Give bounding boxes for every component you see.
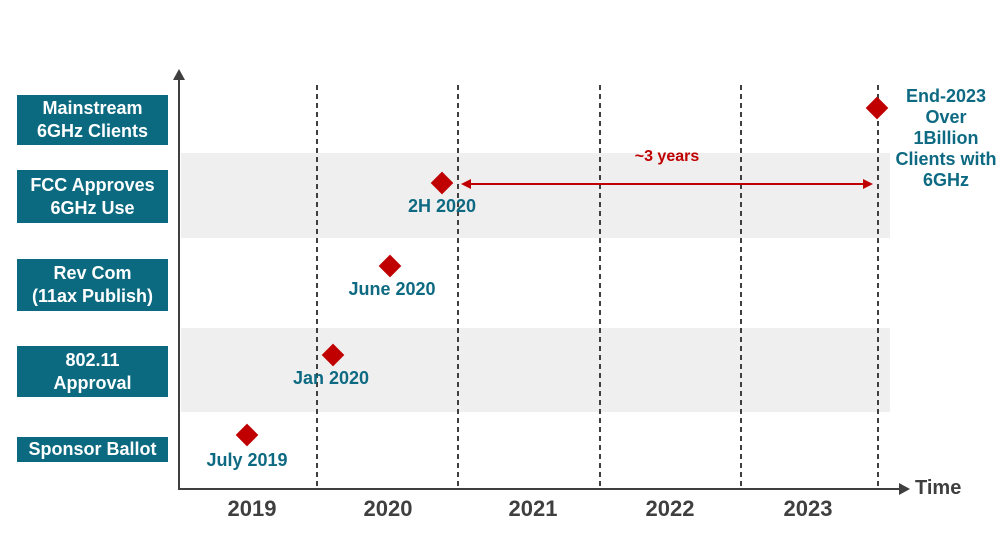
y-axis-arrow-icon — [173, 69, 185, 80]
milestone-diamond-june-2020 — [378, 254, 402, 278]
milestone-diamond-july-2019 — [235, 423, 259, 447]
category-box-fcc-approves-6ghz-use: FCC Approves 6GHz Use — [17, 170, 168, 223]
gridline-2024 — [877, 85, 879, 488]
milestone-label-july-2019: July 2019 — [206, 450, 288, 470]
milestone-label-june-2020: June 2020 — [348, 279, 436, 299]
gridline-2021 — [457, 85, 459, 488]
milestone-label-end-2023: End-2023 Over 1Billion Clients with 6GHz — [895, 86, 997, 190]
x-axis — [178, 488, 900, 490]
gridline-2020 — [316, 85, 318, 488]
category-box-mainstream-6ghz-clients: Mainstream 6GHz Clients — [17, 95, 168, 145]
gridline-2023 — [740, 85, 742, 488]
row-band-802-11-approval — [181, 328, 890, 412]
milestone-diamond-end-2023 — [865, 96, 889, 120]
year-label-2020: 2020 — [363, 496, 413, 521]
row-band-fcc-approves — [181, 153, 890, 238]
duration-arrow — [461, 179, 873, 189]
category-box-sponsor-ballot: Sponsor Ballot — [17, 437, 168, 462]
year-label-2019: 2019 — [227, 496, 277, 521]
gridline-2022 — [599, 85, 601, 488]
category-box-rev-com-11ax-publish: Rev Com (11ax Publish) — [17, 259, 168, 311]
category-box-802-11-approval: 802.11 Approval — [17, 346, 168, 397]
x-axis-arrow-icon — [899, 483, 910, 495]
milestone-label-2h-2020: 2H 2020 — [407, 196, 477, 216]
year-label-2021: 2021 — [508, 496, 558, 521]
milestone-label-jan-2020: Jan 2020 — [292, 368, 370, 388]
x-axis-title: Time — [915, 477, 962, 499]
y-axis — [178, 80, 180, 489]
year-label-2023: 2023 — [783, 496, 833, 521]
year-label-2022: 2022 — [645, 496, 695, 521]
duration-label: ~3 years — [634, 148, 700, 165]
